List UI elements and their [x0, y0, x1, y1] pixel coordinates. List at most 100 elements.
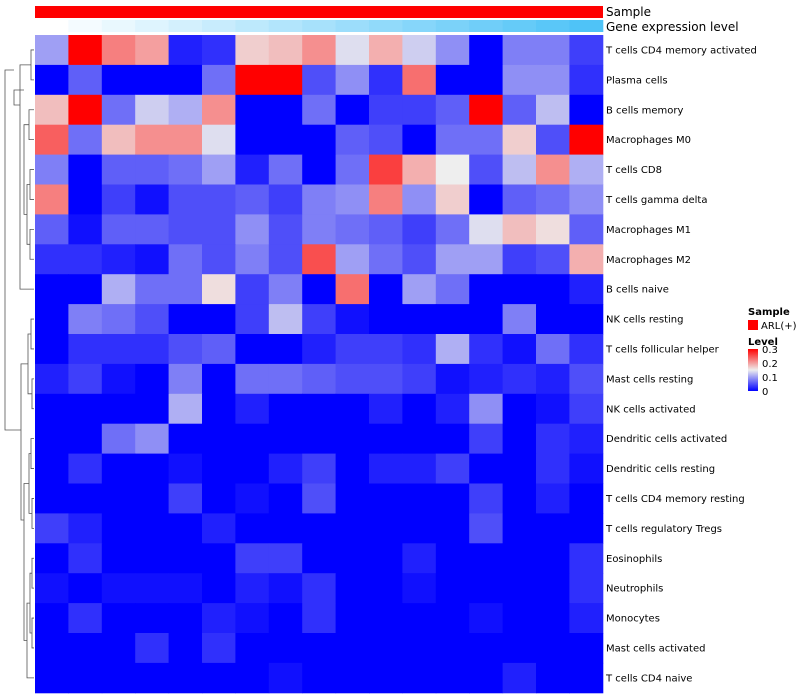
- heatmap-cell: [469, 274, 504, 305]
- heatmap-cell: [168, 453, 203, 484]
- heatmap-cell: [168, 35, 203, 66]
- heatmap-cell: [536, 244, 570, 275]
- heatmap-cell: [502, 184, 537, 215]
- heatmap-cell: [135, 543, 170, 574]
- heatmap-cell: [369, 244, 403, 275]
- heatmap-cell: [235, 334, 270, 365]
- heatmap-cell: [302, 154, 337, 185]
- heatmap-cell: [569, 64, 604, 96]
- heatmap-cell: [536, 64, 570, 96]
- row-label: Mast cells resting: [606, 374, 693, 385]
- heatmap-cell: [202, 274, 236, 305]
- gene-level-cell: [302, 20, 337, 32]
- heatmap-cell: [402, 633, 437, 664]
- heatmap-cell: [469, 573, 504, 604]
- heatmap-cell: [502, 633, 537, 664]
- heatmap-cell: [369, 393, 403, 425]
- dendrogram-branch: [31, 498, 34, 529]
- heatmap-cell: [536, 513, 570, 544]
- dendrogram-branch: [4, 69, 21, 431]
- gene-level-cell: [335, 20, 370, 32]
- heatmap-cell: [235, 94, 270, 126]
- heatmap-cell: [135, 453, 170, 484]
- gene-level-cell: [35, 20, 69, 32]
- heatmap-cell: [335, 334, 370, 365]
- heatmap-cell: [435, 274, 470, 305]
- heatmap-cell: [302, 35, 337, 66]
- heatmap-cell: [235, 274, 270, 305]
- heatmap-cell: [435, 513, 470, 544]
- heatmap-cell: [101, 662, 136, 694]
- gene-level-cell: [268, 20, 303, 32]
- heatmap-cell: [168, 483, 203, 514]
- heatmap-cell: [536, 633, 570, 664]
- heatmap-cell: [502, 483, 537, 514]
- row-label: Monocytes: [606, 614, 660, 625]
- heatmap-cell: [101, 573, 136, 604]
- heatmap-cell: [369, 573, 403, 604]
- heatmap-cell: [536, 573, 570, 604]
- heatmap-cell: [302, 453, 337, 484]
- heatmap-cell: [68, 633, 103, 664]
- heatmap-cell: [369, 363, 403, 395]
- heatmap-cell: [536, 184, 570, 215]
- heatmap-cell: [202, 304, 236, 335]
- heatmap-cell: [302, 274, 337, 305]
- heatmap-cell: [101, 483, 136, 514]
- heatmap-cell: [435, 453, 470, 484]
- row-label: B cells memory: [606, 105, 683, 116]
- heatmap-cell: [101, 423, 136, 455]
- dendrogram-branch: [30, 49, 34, 81]
- heatmap-cell: [202, 64, 236, 96]
- heatmap-cell: [268, 334, 303, 365]
- heatmap-cell: [168, 423, 203, 455]
- heatmap-cell: [435, 334, 470, 365]
- heatmap-cell: [68, 124, 103, 156]
- heatmap-cell: [335, 363, 370, 395]
- heatmap-cell: [502, 214, 537, 245]
- heatmap-cell: [235, 124, 270, 156]
- heatmap-cell: [502, 393, 537, 425]
- heatmap-cell: [68, 334, 103, 365]
- dendrogram-branch: [28, 109, 34, 141]
- heatmap-cell: [168, 573, 203, 604]
- heatmap-cell: [469, 214, 504, 245]
- heatmap-cell: [435, 64, 470, 96]
- heatmap-cell: [402, 453, 437, 484]
- heatmap-cell: [135, 214, 170, 245]
- row-labels: T cells CD4 memory activated Plasma cells…: [605, 45, 757, 684]
- heatmap-cell: [101, 154, 136, 185]
- heatmap-cell: [235, 603, 270, 634]
- heatmap-cell: [502, 124, 537, 156]
- heatmap-cell: [101, 603, 136, 634]
- heatmap-cell: [101, 393, 136, 425]
- heatmap-cell: [268, 363, 303, 395]
- heatmap-cell: [202, 633, 236, 664]
- heatmap-cell: [569, 543, 604, 574]
- heatmap-cell: [469, 393, 504, 425]
- heatmap-cell: [502, 154, 537, 185]
- heatmap-cell: [402, 662, 437, 694]
- heatmap-cell: [101, 543, 136, 574]
- heatmap-cell: [202, 124, 236, 156]
- heatmap-cell: [402, 393, 437, 425]
- dendrogram-branch: [29, 169, 34, 200]
- heatmap-cell: [569, 513, 604, 544]
- heatmap-cell: [469, 64, 504, 96]
- heatmap-cell: [68, 483, 103, 514]
- heatmap-cell: [536, 214, 570, 245]
- legend-tick-0: 0.3: [762, 345, 778, 356]
- heatmap-cell: [536, 124, 570, 156]
- heatmap-cell: [68, 94, 103, 126]
- heatmap-cell: [235, 513, 270, 544]
- legend-tick-1: 0.2: [762, 359, 778, 370]
- dendrogram-branch: [31, 378, 34, 410]
- heatmap-cell: [268, 483, 303, 514]
- heatmap-cell: [569, 214, 604, 245]
- heatmap-cell: [202, 35, 236, 66]
- heatmap-cell: [135, 483, 170, 514]
- heatmap-cell: [101, 304, 136, 335]
- heatmap-cell: [235, 35, 270, 66]
- heatmap-cell: [235, 453, 270, 484]
- gene-level-cell: [202, 20, 236, 32]
